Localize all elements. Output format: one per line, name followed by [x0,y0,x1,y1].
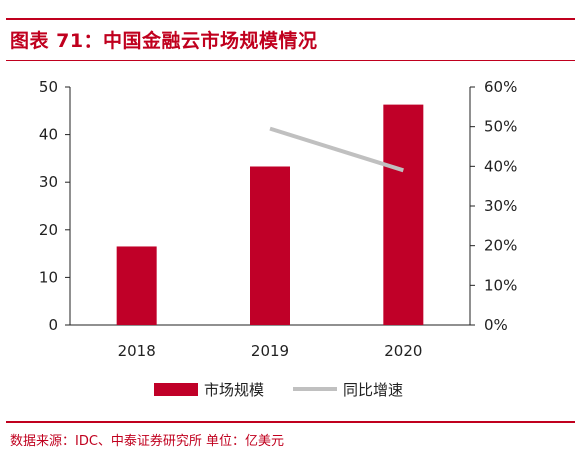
right-tick-label: 20% [484,237,517,255]
bottom-rule [6,421,575,423]
title-rule [6,60,575,61]
right-tick-label: 0% [484,316,508,334]
legend-line-label: 同比增速 [343,381,403,399]
left-tick-label: 50 [39,78,58,96]
chart-area: 0 10 20 30 40 50 0% 10% 20% 30% 40% 50% 60% 2018 2019 2… [39,78,517,399]
left-tick-label: 10 [39,268,58,286]
bar-2020 [383,104,424,325]
x-tick-label: 2018 [118,342,156,360]
legend-bar-swatch [154,383,198,396]
right-tick-label: 40% [484,157,517,175]
right-tick-label: 30% [484,197,517,215]
source-note: 数据来源：IDC、中泰证券研究所 单位：亿美元 [10,434,285,449]
left-tick-label: 30 [39,173,58,191]
right-tick-label: 50% [484,118,517,136]
growth-rate-line [269,126,404,173]
x-tick-label: 2020 [384,342,422,360]
bar-2019 [250,166,290,325]
bar-2018 [116,246,157,325]
legend-bar-label: 市场规模 [204,381,264,399]
left-tick-label: 40 [39,126,58,144]
x-tick-label: 2019 [251,342,289,360]
left-tick-label: 20 [39,221,58,239]
top-rule [6,18,575,20]
right-tick-label: 10% [484,276,517,294]
right-tick-label: 60% [484,78,517,96]
chart-title: 图表 71：中国金融云市场规模情况 [10,30,318,52]
left-tick-label: 0 [48,316,58,334]
